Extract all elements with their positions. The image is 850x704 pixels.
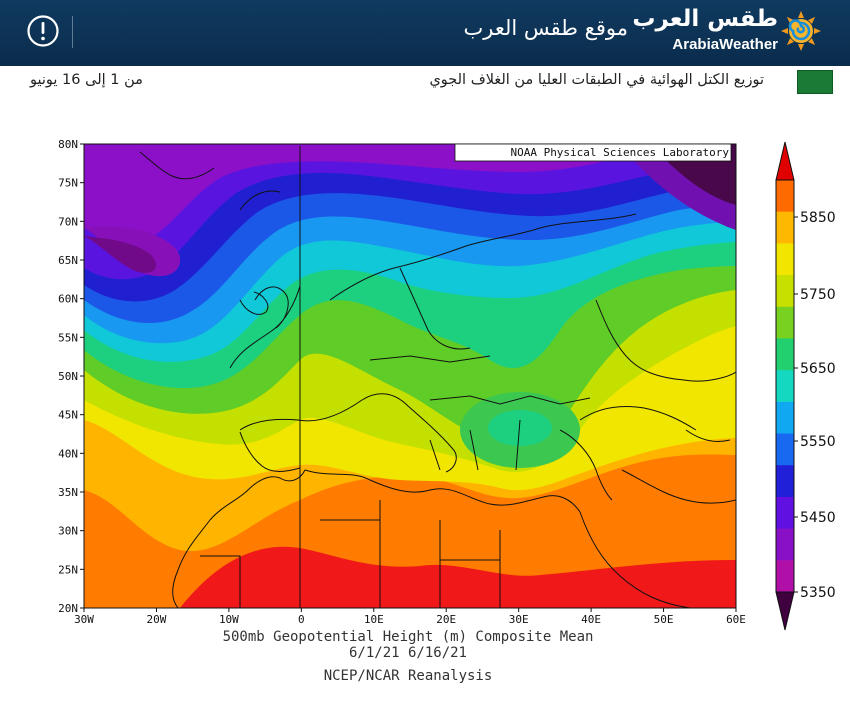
colorbar-swatch (776, 243, 794, 276)
top-header: موقع طقس العرب طقس العرب ArabiaWeather (0, 0, 850, 66)
colorbar-swatch (776, 370, 794, 403)
lon-label: 10E (364, 613, 384, 626)
colorbar-arrow-top (775, 141, 795, 181)
colorbar-swatch (776, 465, 794, 498)
site-title[interactable]: موقع طقس العرب (463, 16, 629, 40)
map-title: توزيع الكتل الهوائية في الطبقات العليا م… (429, 72, 764, 88)
lon-label: 40E (581, 613, 601, 626)
colorbar-frame (775, 179, 795, 593)
lat-label: 60N (58, 293, 78, 306)
colorbar-swatch (776, 433, 794, 466)
lat-label: 40N (58, 447, 78, 460)
latitude-axis: 80N 75N 70N 65N 60N 55N 50N 45N 40N 35N 30N 25N 20N (58, 138, 84, 615)
lon-label: 30W (74, 613, 94, 626)
colorbar-swatch (776, 401, 794, 435)
colorbar-label: 5850 (800, 210, 836, 226)
lat-label: 55N (58, 331, 78, 344)
lat-label: 35N (58, 486, 78, 499)
height-field (84, 144, 736, 608)
colorbar-swatch (776, 528, 794, 561)
lat-label: 50N (58, 370, 78, 383)
sun-spiral-icon (781, 11, 821, 51)
lon-label: 30E (509, 613, 529, 626)
coastlines (139, 146, 736, 608)
colorbar-swatch (776, 496, 794, 530)
saudi-flag-icon (797, 70, 833, 94)
colorbar-swatch (776, 338, 794, 371)
lat-label: 70N (58, 215, 78, 228)
lat-label: 20N (58, 602, 78, 615)
colorbar-arrow-bottom (775, 591, 795, 631)
logo-arabic-text: طقس العرب (632, 6, 778, 32)
colorbar-label: 5550 (800, 434, 836, 450)
colorbar-label: 5650 (800, 361, 836, 377)
caption-variable: 500mb Geopotential Height (m) Composite … (222, 629, 594, 645)
lon-label: 50E (654, 613, 674, 626)
caption-source: NCEP/NCAR Reanalysis (323, 668, 493, 684)
colorbar-swatch (776, 306, 794, 339)
colorbar-swatch (776, 211, 794, 244)
noaa-credit: NOAA Physical Sciences Laboratory (510, 146, 729, 159)
colorbar: 5850 5750 5650 5550 5450 5350 (775, 141, 836, 631)
header-divider (72, 16, 73, 48)
lon-label: 20W (147, 613, 167, 626)
date-range: من 1 إلى 16 يونيو (30, 72, 143, 88)
lon-label: 60E (726, 613, 746, 626)
exclamation-circle-icon[interactable] (26, 14, 60, 48)
lat-label: 80N (58, 138, 78, 151)
colorbar-swatch (776, 180, 794, 213)
colorbar-label: 5350 (800, 585, 836, 601)
colorbar-label: 5750 (800, 287, 836, 303)
colorbar-label: 5450 (800, 510, 836, 526)
lon-label: 20E (436, 613, 456, 626)
lat-label: 30N (58, 525, 78, 538)
brand-logo[interactable]: طقس العرب ArabiaWeather (632, 6, 836, 60)
colorbar-swatch (776, 560, 794, 593)
longitude-axis: 30W 20W 10W 0 10E 20E 30E 40E 50E 60E (74, 608, 746, 626)
lat-label: 25N (58, 563, 78, 576)
lat-label: 45N (58, 409, 78, 422)
lon-label: 10W (219, 613, 239, 626)
lat-label: 65N (58, 254, 78, 267)
lon-label: 0 (298, 613, 305, 626)
lat-label: 75N (58, 177, 78, 190)
colorbar-swatch (776, 275, 794, 308)
caption-dates: 6/1/21 6/16/21 (348, 645, 467, 661)
logo-english-text: ArabiaWeather (672, 36, 778, 53)
